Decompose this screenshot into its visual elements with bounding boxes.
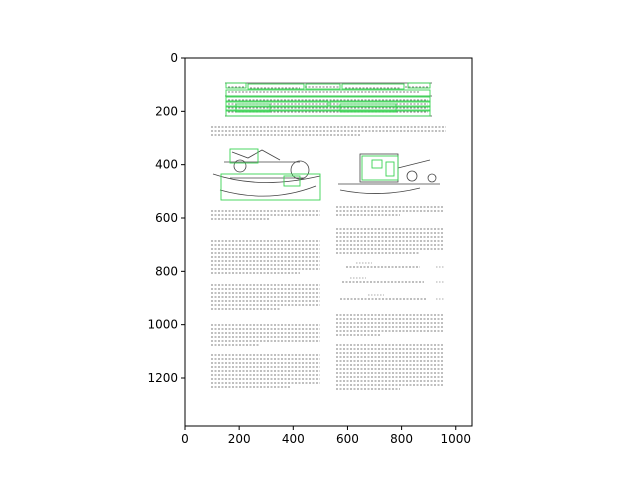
left-column-text xyxy=(211,240,320,388)
right-column-text xyxy=(336,228,444,390)
x-tick-label: 400 xyxy=(282,432,305,446)
x-tick-label: 1000 xyxy=(440,432,471,446)
x-tick-label: 800 xyxy=(390,432,413,446)
x-axis-ticks: 0 200 400 600 800 1000 xyxy=(181,426,471,446)
x-tick-label: 200 xyxy=(228,432,251,446)
y-tick-label: 0 xyxy=(170,51,178,65)
axes-frame xyxy=(184,57,473,427)
table-caption xyxy=(211,126,446,136)
y-tick-label: 1000 xyxy=(147,318,178,332)
left-diagram xyxy=(212,148,321,201)
y-axis-ticks: 0 200 400 600 800 1000 1200 xyxy=(147,51,185,385)
y-tick-label: 600 xyxy=(155,211,178,225)
y-tick-label: 800 xyxy=(155,264,178,278)
right-diagram xyxy=(338,153,440,194)
document-page xyxy=(185,58,472,426)
x-tick-label: 0 xyxy=(181,432,189,446)
x-tick-label: 600 xyxy=(336,432,359,446)
right-diagram-caption xyxy=(336,206,444,216)
left-diagram-caption xyxy=(211,210,320,220)
y-tick-label: 1200 xyxy=(147,371,178,385)
y-tick-label: 200 xyxy=(155,104,178,118)
axes-area xyxy=(184,57,473,427)
top-table xyxy=(225,82,432,117)
equations xyxy=(340,262,444,300)
document-image xyxy=(211,82,446,390)
y-tick-label: 400 xyxy=(155,158,178,172)
